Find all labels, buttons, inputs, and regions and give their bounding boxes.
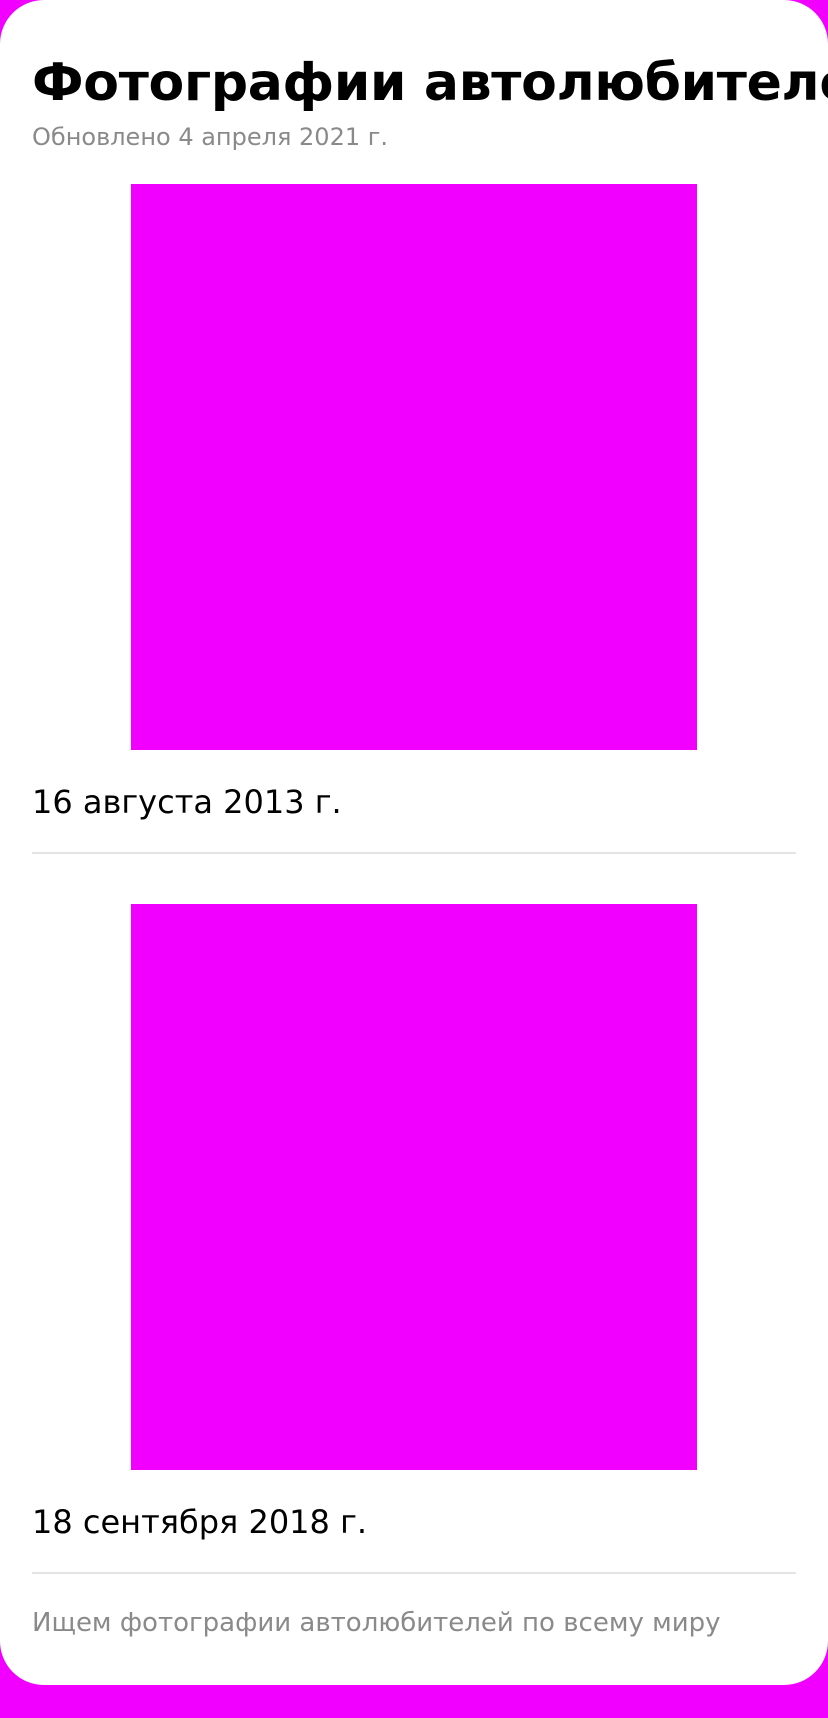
photo-2[interactable] xyxy=(131,904,697,1470)
photo-1[interactable] xyxy=(131,184,697,750)
footer-text: Ищем фотографии автолюбителей по всему м… xyxy=(32,1608,721,1638)
photo-1-date: 16 августа 2013 г. xyxy=(32,783,342,821)
divider xyxy=(32,852,796,854)
divider xyxy=(32,1572,796,1574)
page-title: Фотографии автолюбителей xyxy=(32,53,828,113)
updated-date: Обновлено 4 апреля 2021 г. xyxy=(32,123,388,151)
photo-2-date: 18 сентября 2018 г. xyxy=(32,1503,368,1541)
